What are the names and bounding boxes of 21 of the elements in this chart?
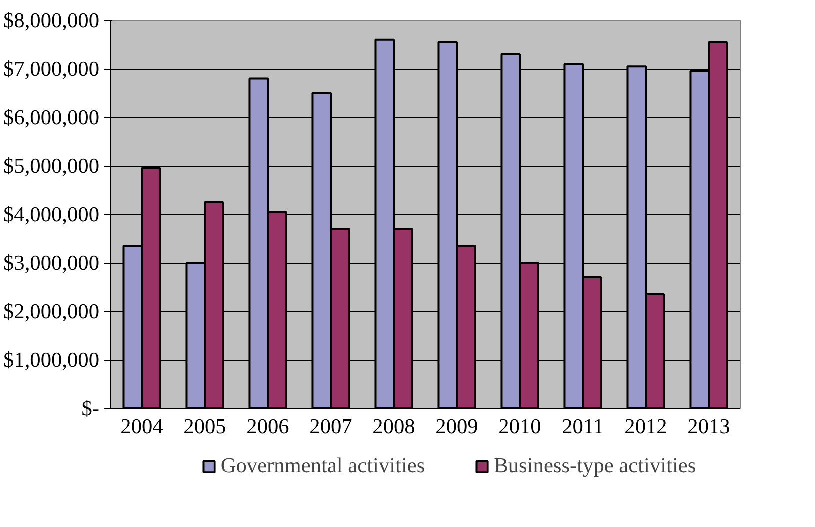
y-tick-label: $1,000,000	[4, 348, 100, 372]
x-tick-label: 2005	[184, 414, 226, 438]
x-tick-label: 2007	[310, 414, 353, 438]
y-tick-label: $5,000,000	[4, 154, 100, 178]
x-tick-label: 2013	[688, 414, 730, 438]
y-tick-label: $8,000,000	[4, 8, 100, 32]
x-tick-label: 2012	[624, 414, 668, 438]
x-tick-label: 2010	[498, 414, 542, 438]
x-tick-label: 2009	[436, 414, 478, 438]
y-tick-label: $7,000,000	[4, 57, 100, 81]
y-tick-label: $2,000,000	[4, 300, 100, 324]
legend-label: Governmental activities	[220, 454, 426, 478]
x-tick-label: 2006	[246, 414, 290, 438]
y-tick-label: $4,000,000	[4, 202, 100, 226]
y-tick-label: $3,000,000	[4, 251, 100, 275]
x-tick-label: 2008	[372, 414, 416, 438]
x-tick-label: 2004	[120, 414, 164, 438]
y-tick-label: $-	[82, 396, 100, 420]
legend-label: Business-type activities	[494, 454, 696, 478]
x-tick-label: 2011	[562, 414, 604, 438]
y-tick-label: $6,000,000	[4, 106, 100, 130]
